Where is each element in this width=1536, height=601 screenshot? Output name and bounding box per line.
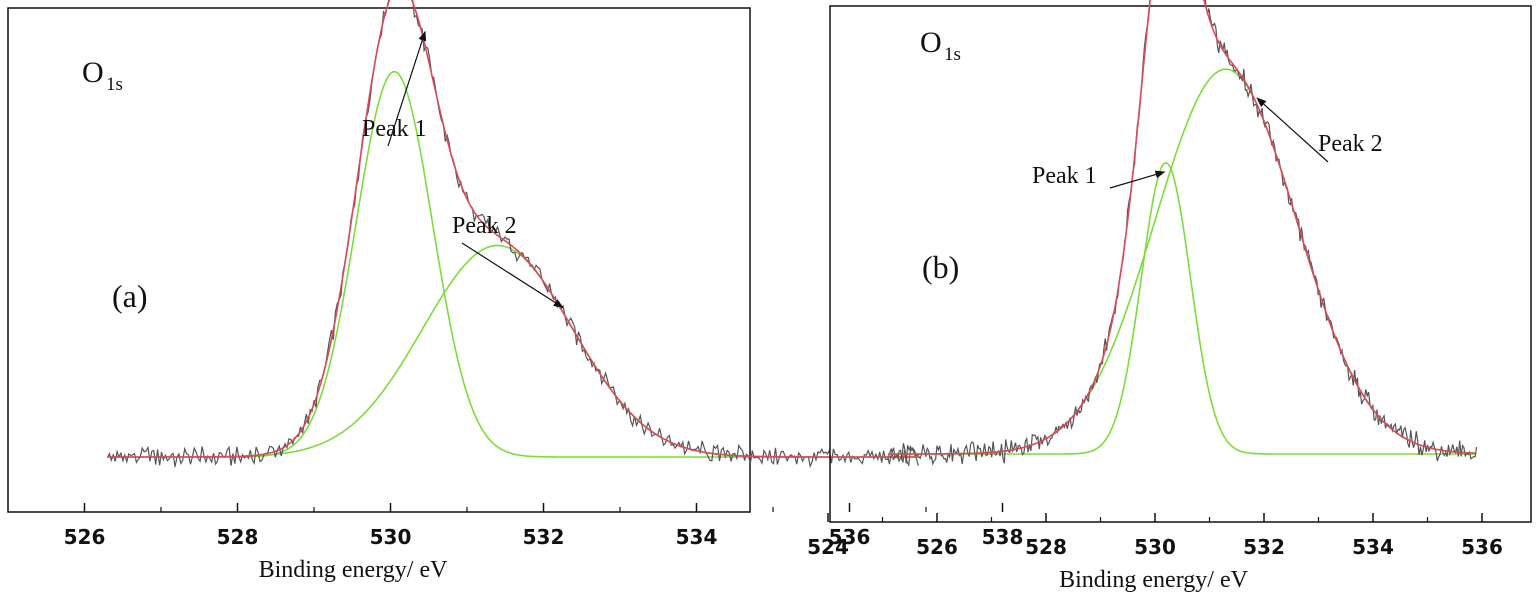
x-tick-label: 536 xyxy=(829,525,871,549)
peak-label-1: Peak 1 xyxy=(1032,163,1097,189)
measured-spectrum-line xyxy=(106,0,919,469)
component-curve-peak-1 xyxy=(888,162,1477,455)
panel-label: (a) xyxy=(112,278,148,314)
chart-title-subscript: 1s xyxy=(944,44,961,65)
fit-envelope-line xyxy=(888,0,1477,455)
component-curve-peak-2 xyxy=(888,68,1477,455)
component-curve-peak-2 xyxy=(107,244,919,458)
peak-arrow-1 xyxy=(387,30,427,147)
peak-arrow-1 xyxy=(1109,170,1166,189)
plot-frame xyxy=(829,5,1532,523)
chart-panel-a: 526 528 530 532 534 536 538 Binding energy/ eV O… xyxy=(7,0,1024,583)
peak-arrow-2 xyxy=(1256,97,1329,163)
peak-label-1: Peak 1 xyxy=(362,116,427,142)
chart-title: O xyxy=(920,26,942,59)
x-axis-title: Binding energy/ eV xyxy=(1059,567,1249,593)
chart-panel-b: 524 526 528 530 532 534 536 Binding energy/ eV O… xyxy=(807,0,1532,593)
x-tick-label: 528 xyxy=(1025,535,1067,559)
chart-title: O xyxy=(82,56,104,89)
peak-label-2: Peak 2 xyxy=(452,213,517,239)
x-tick-label: 530 xyxy=(1134,535,1176,559)
x-tick-label: 526 xyxy=(64,525,106,549)
peak-arrow-2 xyxy=(461,242,564,308)
x-tick-label: 524 xyxy=(807,535,849,559)
x-tick-label: 526 xyxy=(916,535,958,559)
x-tick-label: 532 xyxy=(523,525,565,549)
plot-frame xyxy=(7,7,751,513)
x-tick-label: 536 xyxy=(1461,535,1503,559)
panel-label: (b) xyxy=(922,249,959,285)
fit-envelope-line xyxy=(107,0,919,458)
x-tick-label: 528 xyxy=(217,525,259,549)
x-tick-label: 534 xyxy=(676,525,718,549)
x-tick-label: 530 xyxy=(370,525,412,549)
chart-title-subscript: 1s xyxy=(106,74,123,95)
x-tick-label: 532 xyxy=(1243,535,1285,559)
measured-spectrum-line xyxy=(887,0,1478,466)
x-tick-label: 534 xyxy=(1352,535,1394,559)
component-curve-peak-1 xyxy=(107,70,919,458)
x-axis-title: Binding energy/ eV xyxy=(259,557,449,583)
x-tick-label: 538 xyxy=(982,525,1024,549)
peak-label-2: Peak 2 xyxy=(1318,131,1383,157)
